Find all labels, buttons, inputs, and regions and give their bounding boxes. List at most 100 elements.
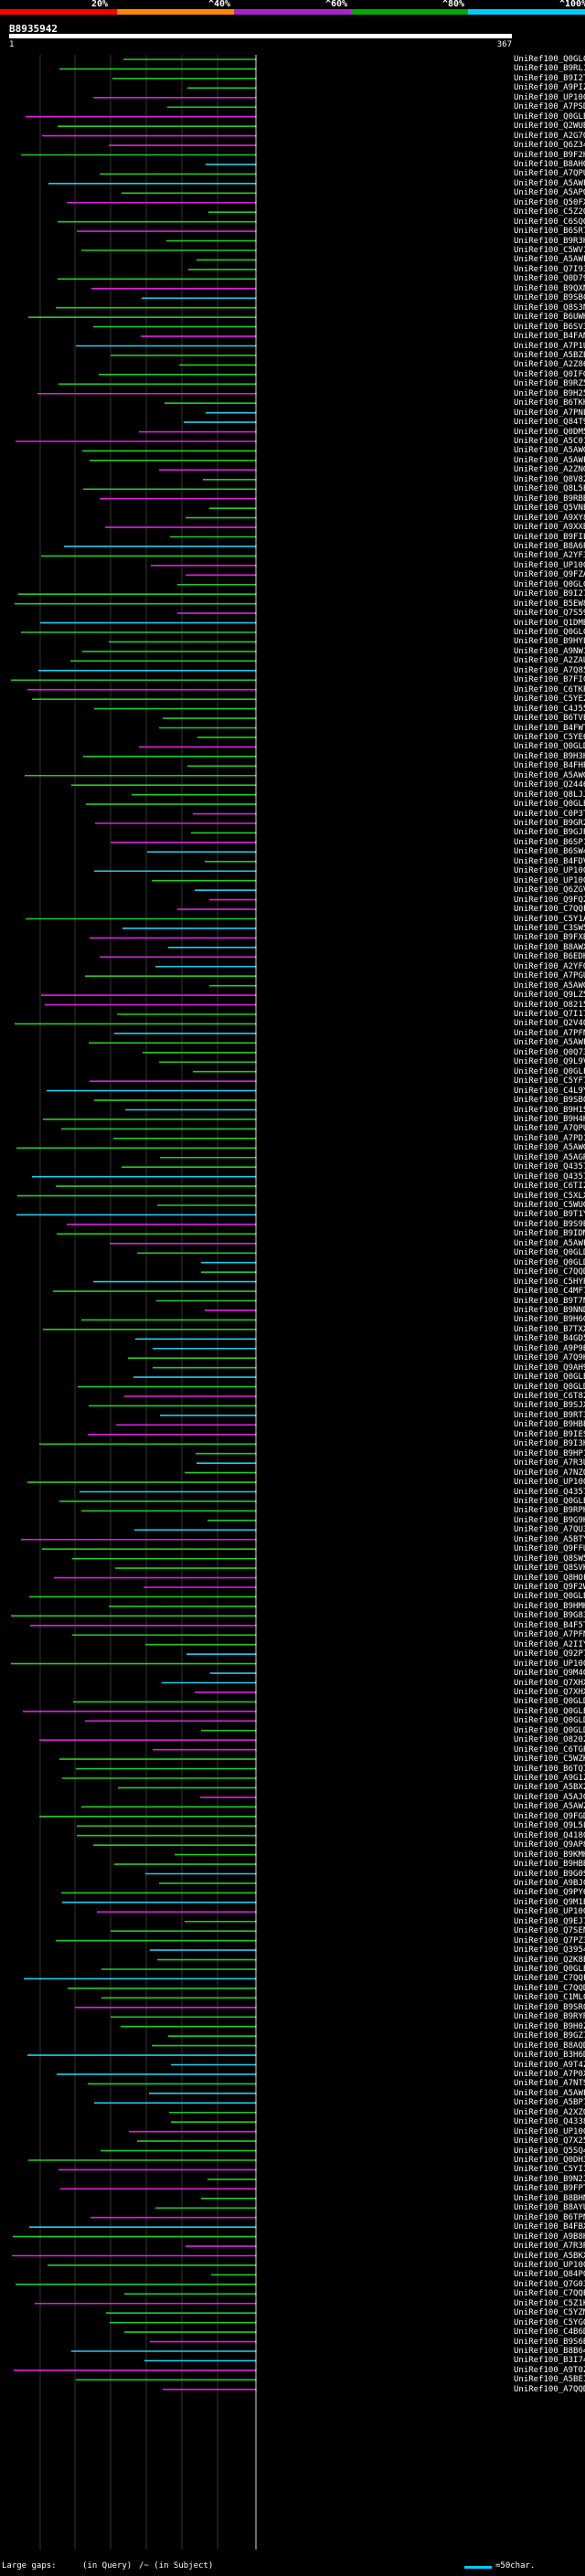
hit-label[interactable]: UniRef100_C6TKP1 <box>514 684 585 694</box>
hit-label[interactable]: UniRef100_Q0GLE4 <box>514 1592 585 1602</box>
hit-label[interactable]: UniRef100_Q8SVK0 <box>514 1564 585 1574</box>
hit-label[interactable]: UniRef100_Q43573 <box>514 1171 585 1182</box>
hit-label[interactable]: UniRef100_Q9L5L6 <box>514 1821 585 1831</box>
hit-label[interactable]: UniRef100_C0P3T8 <box>514 809 585 819</box>
hit-label[interactable]: UniRef100_Q0GLE0 <box>514 800 585 810</box>
hit-label[interactable]: UniRef100_B6SW41 <box>514 847 585 857</box>
hit-label[interactable]: UniRef100_C6T821 <box>514 1392 585 1401</box>
hit-label[interactable]: UniRef100_B9RT34 <box>514 1410 585 1420</box>
hit-label[interactable]: UniRef100_Q24463 <box>514 780 585 790</box>
hit-label[interactable]: UniRef100_A2IIY6 <box>514 1639 585 1649</box>
hit-label[interactable]: UniRef100_B8AYU4 <box>514 2203 585 2213</box>
hit-label[interactable]: UniRef100_B9H3H4 <box>514 751 585 761</box>
hit-label[interactable]: UniRef100_UP1000... <box>514 866 585 876</box>
hit-label[interactable]: UniRef100_B9G0S9 <box>514 1869 585 1879</box>
hit-label[interactable]: UniRef100_A5BTY5 <box>514 1534 585 1544</box>
hit-label[interactable]: UniRef100_C1MLC0 <box>514 1993 585 2003</box>
hit-label[interactable]: UniRef100_B9R3H1 <box>514 236 585 246</box>
hit-label[interactable]: UniRef100_Q92P70 <box>514 1649 585 1659</box>
hit-label[interactable]: UniRef100_Q9L9V6 <box>514 1057 585 1067</box>
hit-label[interactable]: UniRef100_Q9EJ7S <box>514 1916 585 1926</box>
hit-label[interactable]: UniRef100_Q41801 <box>514 1830 585 1840</box>
hit-label[interactable]: UniRef100_B9HMH1 <box>514 1601 585 1611</box>
hit-label[interactable]: UniRef100_Q7I170 <box>514 1010 585 1019</box>
hit-label[interactable]: UniRef100_A5AWG3 <box>514 1143 585 1153</box>
hit-label[interactable]: UniRef100_C5YF72 <box>514 1076 585 1087</box>
hit-label[interactable]: UniRef100_Q0GLE5 <box>514 1496 585 1506</box>
hit-label[interactable]: UniRef100_A2XZQ1 <box>514 2107 585 2117</box>
hit-label[interactable]: UniRef100_B9IES2 <box>514 1429 585 1439</box>
hit-label[interactable]: UniRef100_A9NW11 <box>514 646 585 656</box>
hit-label[interactable]: UniRef100_Q9FFU8 <box>514 1544 585 1554</box>
hit-label[interactable]: UniRef100_B6UWH0 <box>514 313 585 323</box>
hit-label[interactable]: UniRef100_B7TXX8 <box>514 1324 585 1334</box>
hit-label[interactable]: UniRef100_Q9M1E6 <box>514 1897 585 1907</box>
hit-label[interactable]: UniRef100_B6SP17 <box>514 837 585 847</box>
hit-label[interactable]: UniRef100_Q8L5E9 <box>514 484 585 494</box>
hit-label[interactable]: UniRef100_Q2K8E9 <box>514 1955 585 1965</box>
hit-label[interactable]: UniRef100_A7R3R2 <box>514 2242 585 2252</box>
hit-label[interactable]: UniRef100_B6TQ76 <box>514 1764 585 1774</box>
hit-label[interactable]: UniRef100_Q0GLE1 <box>514 1706 585 1716</box>
hit-label[interactable]: UniRef100_C5WUG4 <box>514 1201 585 1210</box>
hit-label[interactable]: UniRef100_B9SBC0 <box>514 293 585 303</box>
hit-label[interactable]: UniRef100_B9FPT7 <box>514 2184 585 2194</box>
hit-label[interactable]: UniRef100_A7PFN7 <box>514 1028 585 1038</box>
hit-label[interactable]: UniRef100_B6SV34 <box>514 322 585 332</box>
hit-label[interactable]: UniRef100_A5APQ1 <box>514 188 585 198</box>
hit-label[interactable]: UniRef100_C5YE28 <box>514 694 585 705</box>
hit-label[interactable]: UniRef100_Q8HOF5 <box>514 1573 585 1583</box>
hit-label[interactable]: UniRef100_B9FIL8 <box>514 532 585 542</box>
hit-label[interactable]: UniRef100_B9GZ70 <box>514 2031 585 2041</box>
hit-label[interactable]: UniRef100_Q9FZA4 <box>514 570 585 580</box>
hit-label[interactable]: UniRef100_Q0GLD8 <box>514 1382 585 1392</box>
hit-label[interactable]: UniRef100_A5BP76 <box>514 2098 585 2108</box>
hit-label[interactable]: UniRef100_Q0DM59 <box>514 427 585 437</box>
hit-label[interactable]: UniRef100_A9PIZ1 <box>514 83 585 93</box>
hit-label[interactable]: UniRef100_B9S6B0 <box>514 2337 585 2347</box>
hit-label[interactable]: UniRef100_Q0GLE8 <box>514 111 585 122</box>
hit-label[interactable]: UniRef100_A7P0X5 <box>514 2069 585 2079</box>
hit-label[interactable]: UniRef100_B5EW81 <box>514 599 585 609</box>
hit-label[interactable]: UniRef100_Q9FQ23 <box>514 895 585 905</box>
hit-label[interactable]: UniRef100_Q0GLD1 <box>514 1697 585 1707</box>
hit-label[interactable]: UniRef100_A9G1Z0 <box>514 1774 585 1783</box>
hit-label[interactable]: UniRef100_B6TKH0 <box>514 398 585 408</box>
hit-label[interactable]: UniRef100_B4FWT7 <box>514 723 585 733</box>
hit-label[interactable]: UniRef100_A7QPU1 <box>514 1124 585 1134</box>
hit-label[interactable]: UniRef100_B8AQD0 <box>514 2041 585 2051</box>
hit-label[interactable]: UniRef100_Q84T97 <box>514 418 585 428</box>
hit-label[interactable]: UniRef100_C5XLX9 <box>514 1191 585 1201</box>
hit-label[interactable]: UniRef100_Q9PY63 <box>514 1888 585 1898</box>
hit-label[interactable]: UniRef100_A9T4Z0 <box>514 2060 585 2070</box>
hit-label[interactable]: UniRef100_B9SJX7 <box>514 1401 585 1411</box>
hit-label[interactable]: UniRef100_B3I744 <box>514 2356 585 2366</box>
hit-label[interactable]: UniRef100_Q84P02 <box>514 2270 585 2280</box>
hit-label[interactable]: UniRef100_UP1000... <box>514 2126 585 2136</box>
hit-label[interactable]: UniRef100_B9H4H8 <box>514 1114 585 1124</box>
hit-label[interactable]: UniRef100_B9F2H2 <box>514 150 585 160</box>
hit-label[interactable]: UniRef100_Q0GLD0 <box>514 1716 585 1726</box>
hit-label[interactable]: UniRef100_B8BHN5 <box>514 2193 585 2203</box>
hit-label[interactable]: UniRef100_C4B6D7 <box>514 2327 585 2337</box>
hit-label[interactable]: UniRef100_Q0Q733 <box>514 1047 585 1057</box>
hit-label[interactable]: UniRef100_A5AWG4 <box>514 770 585 780</box>
hit-label[interactable]: UniRef100_A5AWF7 <box>514 178 585 188</box>
hit-label[interactable]: UniRef100_Q9LZ56 <box>514 991 585 1001</box>
hit-label[interactable]: UniRef100_B9HP16 <box>514 1448 585 1458</box>
hit-label[interactable]: UniRef100_A7QU31 <box>514 1525 585 1535</box>
hit-label[interactable]: UniRef100_Q0GLE2 <box>514 1965 585 1974</box>
hit-label[interactable]: UniRef100_A9T0Z3 <box>514 2365 585 2375</box>
hit-label[interactable]: UniRef100_Q0DH33 <box>514 2156 585 2165</box>
hit-label[interactable]: UniRef100_Q7I931 <box>514 264 585 274</box>
hit-label[interactable]: UniRef100_C6TGP4 <box>514 1744 585 1754</box>
hit-label[interactable]: UniRef100_A5BKX3 <box>514 2251 585 2261</box>
hit-label[interactable]: UniRef100_B4FBX3 <box>514 2222 585 2232</box>
hit-label[interactable]: UniRef100_A2Z866 <box>514 360 585 370</box>
hit-label[interactable]: UniRef100_Q0GLD6 <box>514 742 585 752</box>
hit-label[interactable]: UniRef100_C7QQF1 <box>514 1974 585 1984</box>
hit-label[interactable]: UniRef100_A7PGU3 <box>514 971 585 981</box>
hit-label[interactable]: UniRef100_C5Y1A1 <box>514 914 585 924</box>
hit-label[interactable]: UniRef100_Q0D798 <box>514 274 585 284</box>
hit-label[interactable]: UniRef100_C5YE68 <box>514 732 585 742</box>
